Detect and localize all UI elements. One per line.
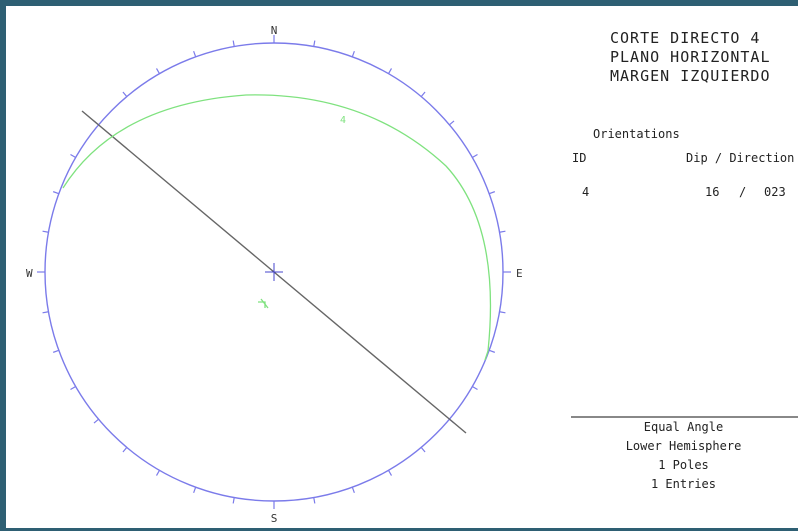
entry-direction: 023 bbox=[764, 185, 786, 199]
net-tick bbox=[449, 120, 455, 126]
net-tick bbox=[193, 486, 197, 494]
net-tick bbox=[499, 230, 506, 233]
net-tick bbox=[122, 447, 128, 453]
title-line-1: CORTE DIRECTO 4 bbox=[610, 29, 761, 47]
footer-separator bbox=[571, 416, 798, 418]
net-tick bbox=[472, 153, 478, 159]
net-tick bbox=[313, 497, 316, 504]
net-tick bbox=[155, 68, 161, 74]
net-tick bbox=[232, 40, 235, 47]
compass-east: E bbox=[516, 267, 523, 280]
net-tick bbox=[232, 497, 235, 504]
pole-marker bbox=[258, 298, 269, 309]
net-tick bbox=[387, 470, 393, 476]
net-tick bbox=[488, 191, 496, 195]
great-circle-end-mark bbox=[484, 350, 489, 361]
plane-label: 4 bbox=[340, 115, 346, 126]
compass-north: N bbox=[271, 24, 278, 37]
entry-dip: 16 bbox=[705, 185, 720, 199]
stereonet-plot: 4 N E S W bbox=[26, 24, 523, 525]
net-tick bbox=[420, 91, 426, 97]
net-ticks bbox=[37, 35, 511, 509]
net-tick bbox=[52, 191, 60, 195]
entry-separator: / bbox=[739, 185, 747, 199]
title-line-3: MARGEN IZQUIERDO bbox=[610, 67, 771, 85]
net-tick bbox=[387, 68, 393, 74]
orientations-heading: Orientations bbox=[593, 127, 680, 141]
net-tick bbox=[472, 385, 478, 391]
poles-count: 1 Poles bbox=[658, 458, 709, 472]
net-tick bbox=[70, 385, 76, 391]
title-line-2: PLANO HORIZONTAL bbox=[610, 48, 771, 66]
col-id-header: ID bbox=[572, 151, 587, 165]
entries-count: 1 Entries bbox=[650, 477, 717, 491]
great-circle bbox=[62, 94, 492, 352]
net-tick bbox=[122, 91, 128, 97]
net-tick bbox=[313, 40, 316, 47]
net-tick bbox=[155, 470, 161, 476]
net-tick bbox=[52, 349, 60, 353]
compass-south: S bbox=[271, 512, 278, 525]
projection-type: Equal Angle bbox=[643, 420, 724, 434]
net-tick bbox=[488, 349, 496, 353]
net-tick bbox=[351, 50, 355, 58]
net-tick bbox=[499, 311, 506, 314]
compass-west: W bbox=[26, 267, 33, 280]
net-tick bbox=[193, 50, 197, 58]
entry-id: 4 bbox=[582, 185, 590, 199]
net-tick bbox=[93, 418, 99, 424]
hemisphere-type: Lower Hemisphere bbox=[625, 439, 742, 453]
net-tick bbox=[70, 153, 76, 159]
col-dip-direction-header: Dip / Direction bbox=[686, 151, 795, 165]
net-tick bbox=[42, 230, 49, 233]
net-tick bbox=[420, 447, 426, 453]
net-tick bbox=[351, 486, 355, 494]
net-tick bbox=[42, 311, 49, 314]
